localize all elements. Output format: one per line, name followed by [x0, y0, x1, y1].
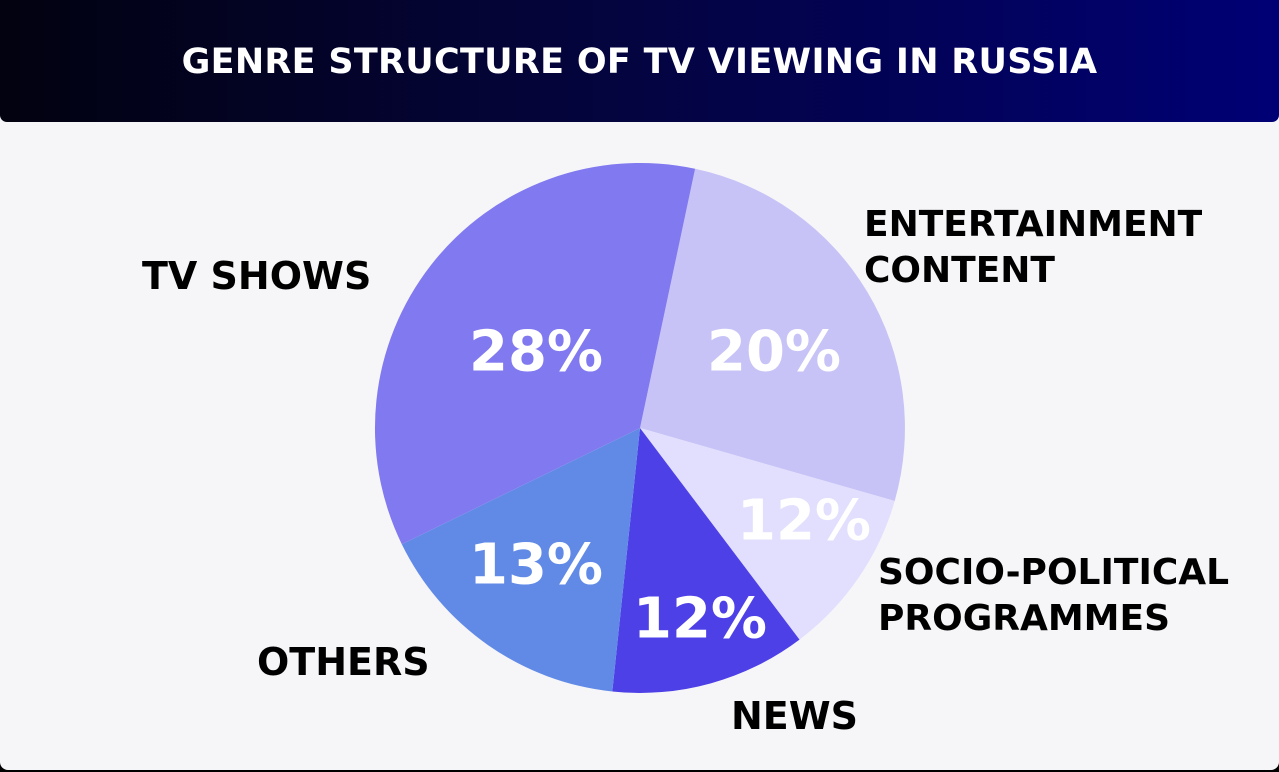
percent-entertainment: 20%	[706, 319, 842, 385]
slice-socio-political	[640, 428, 895, 640]
percent-socio-political: 12%	[736, 488, 872, 554]
percent-tv-shows: 28%	[468, 319, 604, 385]
slice-news	[612, 428, 800, 693]
percent-news: 12%	[632, 586, 768, 652]
label-entertainment-line1: ENTERTAINMENT	[864, 204, 1203, 245]
label-socio-line2: PROGRAMMES	[878, 598, 1171, 639]
header-banner: GENRE STRUCTURE OF TV VIEWING IN RUSSIA	[0, 0, 1279, 122]
label-socio-line1: SOCIO-POLITICAL	[878, 552, 1230, 593]
slice-entertainment	[640, 168, 905, 502]
percent-others: 13%	[468, 532, 604, 598]
label-others: OTHERS	[257, 640, 430, 684]
slice-tv-shows	[374, 163, 696, 545]
slice-others	[401, 428, 640, 692]
chart-title: GENRE STRUCTURE OF TV VIEWING IN RUSSIA	[181, 42, 1098, 82]
label-entertainment-line2: CONTENT	[864, 250, 1055, 291]
label-news: NEWS	[731, 694, 859, 738]
label-tv-shows: TV SHOWS	[142, 254, 372, 298]
